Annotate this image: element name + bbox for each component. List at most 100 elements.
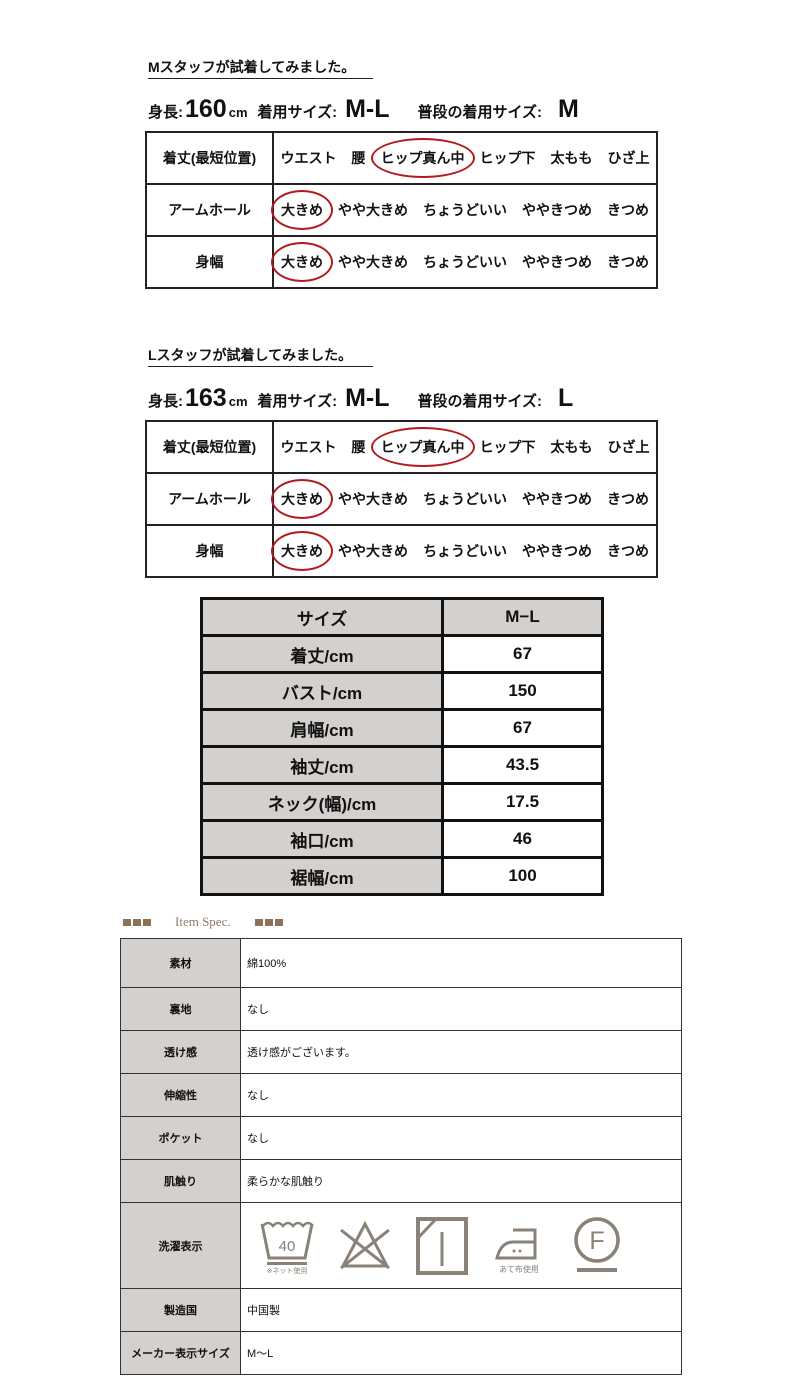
- fit-row: 身幅 大きめ やや大きめ ちょうどいい ややきつめ きつめ: [145, 524, 658, 578]
- option: きつめ: [607, 543, 649, 559]
- stat-height-label: 身長:: [148, 104, 183, 121]
- no-bleach-icon: [337, 1216, 393, 1272]
- size-value: 150: [441, 671, 604, 711]
- option: ひざ上: [607, 439, 650, 455]
- size-value: 67: [441, 634, 604, 674]
- option: やや大きめ: [338, 254, 408, 270]
- size-label: 裾幅/cm: [200, 856, 444, 896]
- fit-label: 着丈(最短位置): [145, 420, 274, 474]
- size-row: 着丈/cm 67: [200, 634, 604, 674]
- spec-label: 素材: [120, 938, 241, 988]
- size-value: 67: [441, 708, 604, 748]
- spec-row: 洗濯表示 40 ※ネット使用 あて布使用 F: [120, 1202, 682, 1289]
- option: ウエスト: [280, 150, 337, 166]
- option-list: ウエスト腰ヒップ真ん中 ヒップ下 太もも ひざ上: [274, 427, 656, 467]
- size-row: 袖口/cm 46: [200, 819, 604, 859]
- fit-label: 身幅: [145, 235, 274, 289]
- stat-usual-label: 普段の着用サイズ:: [417, 104, 543, 121]
- option: きつめ: [607, 254, 649, 270]
- decor-squares: [123, 918, 151, 926]
- size-label: 袖丈/cm: [200, 745, 444, 785]
- size-label: 肩幅/cm: [200, 708, 444, 748]
- stat-usual: M: [558, 95, 579, 123]
- size-label: 着丈/cm: [200, 634, 444, 674]
- option-list: 大きめ やや大きめ ちょうどいい ややきつめ きつめ: [271, 190, 656, 230]
- fit-label: 着丈(最短位置): [145, 131, 274, 185]
- selected-option: 大きめ: [271, 190, 333, 230]
- option: やや大きめ: [338, 491, 408, 507]
- fit-table: 着丈(最短位置) ウエスト腰ヒップ真ん中 ヒップ下 太もも ひざ上 アームホール 大きめ やや…: [145, 131, 658, 289]
- spec-label: 裏地: [120, 987, 241, 1031]
- fit-table: 着丈(最短位置) ウエスト腰ヒップ真ん中 ヒップ下 太もも ひざ上 アームホール 大きめ やや…: [145, 420, 658, 578]
- spec-value: なし: [240, 987, 682, 1031]
- fit-label: アームホール: [145, 472, 274, 526]
- stat-height-unit: cm: [228, 105, 248, 120]
- spec-value: 中国製: [240, 1288, 682, 1332]
- size-value: 17.5: [441, 782, 604, 822]
- selected-option: 大きめ: [271, 479, 333, 519]
- size-value: 43.5: [441, 745, 604, 785]
- option: ちょうどいい: [423, 491, 507, 507]
- fit-options: 大きめ やや大きめ ちょうどいい ややきつめ きつめ: [271, 524, 658, 578]
- stat-worn-label: 着用サイズ:: [257, 393, 338, 410]
- option: きつめ: [607, 202, 649, 218]
- spec-row: 肌触り 柔らかな肌触り: [120, 1159, 682, 1203]
- spec-value: 綿100%: [240, 938, 682, 988]
- size-header-value: M−L: [441, 597, 604, 637]
- option: ややきつめ: [522, 202, 592, 218]
- care-symbols: 40 ※ネット使用 あて布使用 F: [247, 1216, 681, 1276]
- option-list: 大きめ やや大きめ ちょうどいい ややきつめ きつめ: [271, 242, 656, 282]
- spec-row: メーカー表示サイズ M〜L: [120, 1331, 682, 1375]
- wash-note: ※ネット使用: [267, 1266, 308, 1274]
- option: ちょうどいい: [423, 543, 507, 559]
- iron-note: あて布使用: [499, 1264, 539, 1274]
- option: ややきつめ: [522, 491, 592, 507]
- size-row: 袖丈/cm 43.5: [200, 745, 604, 785]
- size-label: バスト/cm: [200, 671, 444, 711]
- selected-option: 大きめ: [271, 242, 333, 282]
- spec-value: 40 ※ネット使用 あて布使用 F: [240, 1202, 682, 1289]
- selected-option: ヒップ真ん中: [370, 427, 475, 467]
- spec-value: なし: [240, 1116, 682, 1160]
- option: ややきつめ: [522, 254, 592, 270]
- spec-label: 透け感: [120, 1030, 241, 1074]
- iron-low-cloth-icon: あて布使用: [493, 1216, 549, 1276]
- spec-row: 製造国 中国製: [120, 1288, 682, 1332]
- option-list: 大きめ やや大きめ ちょうどいい ややきつめ きつめ: [271, 531, 656, 571]
- size-label: 袖口/cm: [200, 819, 444, 859]
- dry-letter: F: [589, 1227, 604, 1255]
- spec-row: 透け感 透け感がございます。: [120, 1030, 682, 1074]
- option: ちょうどいい: [423, 202, 507, 218]
- option: ヒップ下: [479, 150, 536, 166]
- stat-usual-label: 普段の着用サイズ:: [417, 393, 543, 410]
- stat-height-label: 身長:: [148, 393, 183, 410]
- item-spec-title: Item Spec.: [175, 914, 231, 929]
- spec-label: 製造国: [120, 1288, 241, 1332]
- fit-row: 身幅 大きめ やや大きめ ちょうどいい ややきつめ きつめ: [145, 235, 658, 289]
- spec-label: 洗濯表示: [120, 1202, 241, 1289]
- fit-row: アームホール 大きめ やや大きめ ちょうどいい ややきつめ きつめ: [145, 183, 658, 237]
- staff-stats: 身長: 160 cm 着用サイズ: M-L 普段の着用サイズ: M: [148, 95, 581, 124]
- option-list: 大きめ やや大きめ ちょうどいい ややきつめ きつめ: [271, 479, 656, 519]
- fit-label: アームホール: [145, 183, 274, 237]
- option: やや大きめ: [338, 543, 408, 559]
- fit-row: アームホール 大きめ やや大きめ ちょうどいい ややきつめ きつめ: [145, 472, 658, 526]
- spec-table: 素材 綿100% 裏地 なし 透け感 透け感がございます。 伸縮性 なし ポケット なし 肌触り 柔ら…: [120, 938, 682, 1375]
- spec-value: 柔らかな肌触り: [240, 1159, 682, 1203]
- option: 太もも: [550, 150, 593, 166]
- size-row: 裾幅/cm 100: [200, 856, 604, 896]
- line-dry-shade-icon: [415, 1216, 471, 1276]
- stat-worn-label: 着用サイズ:: [257, 104, 338, 121]
- spec-row: ポケット なし: [120, 1116, 682, 1160]
- staff-stats: 身長: 163 cm 着用サイズ: M-L 普段の着用サイズ: L: [148, 384, 575, 413]
- spec-row: 伸縮性 なし: [120, 1073, 682, 1117]
- fit-options: ウエスト腰ヒップ真ん中 ヒップ下 太もも ひざ上: [272, 420, 658, 474]
- stat-usual: L: [558, 384, 574, 412]
- option: ややきつめ: [522, 543, 592, 559]
- size-value: 100: [441, 856, 604, 896]
- fit-options: 大きめ やや大きめ ちょうどいい ややきつめ きつめ: [271, 235, 658, 289]
- spec-row: 素材 綿100%: [120, 938, 682, 988]
- selected-option: ヒップ真ん中: [370, 138, 475, 178]
- option: ウエスト: [280, 439, 337, 455]
- stat-height: 163: [185, 384, 227, 412]
